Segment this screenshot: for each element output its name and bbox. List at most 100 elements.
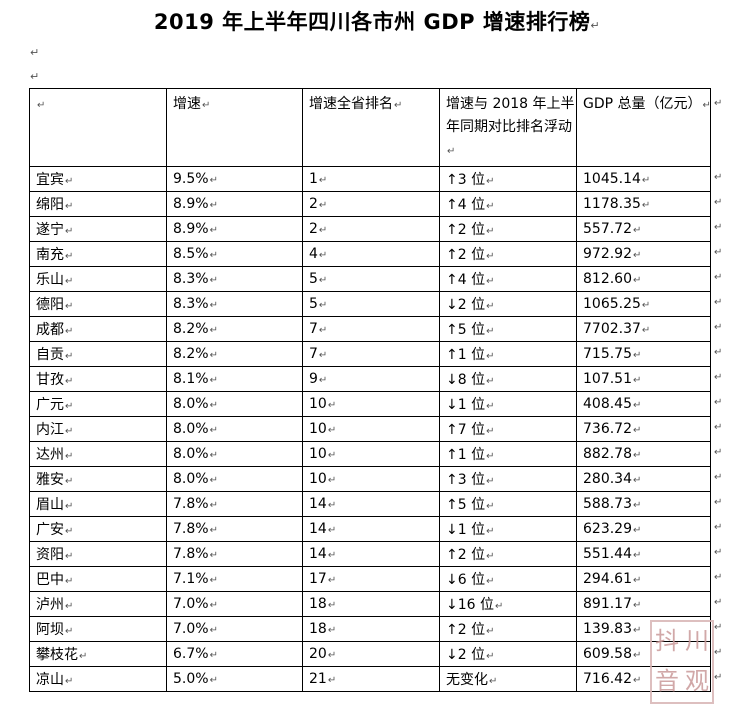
cell-gdp: 1178.35↵	[576, 191, 711, 217]
cell-city: 遂宁↵	[29, 216, 167, 242]
row-end-mark-icon: ↵	[714, 522, 723, 533]
header-city: ↵	[29, 88, 167, 167]
row-end-mark-icon: ↵	[714, 647, 723, 658]
cell-growth: 8.1%↵	[166, 366, 303, 392]
cell-growth: 8.9%↵	[166, 216, 303, 242]
table-row: 雅安↵ 8.0%↵ 10↵ ↑3 位↵ 280.34↵	[29, 466, 711, 492]
cell-gdp: 972.92↵	[576, 241, 711, 267]
cell-change: ↓16 位↵	[439, 591, 577, 617]
cell-growth: 8.9%↵	[166, 191, 303, 217]
cell-city: 广安↵	[29, 516, 167, 542]
paragraph-mark-icon: ↵	[590, 19, 601, 32]
cell-rank: 10↵	[302, 441, 440, 467]
cell-gdp: 716.42↵	[576, 666, 711, 692]
row-end-mark-icon: ↵	[714, 197, 723, 208]
cell-change: ↓6 位↵	[439, 566, 577, 592]
cell-rank: 5↵	[302, 266, 440, 292]
row-end-mark-icon: ↵	[714, 247, 723, 258]
header-gdp: GDP 总量（亿元）↵	[576, 88, 711, 167]
cell-gdp: 139.83↵	[576, 616, 711, 642]
cell-gdp: 812.60↵	[576, 266, 711, 292]
table-row: 达州↵ 8.0%↵ 10↵ ↑1 位↵ 882.78↵	[29, 441, 711, 467]
paragraph-mark-icon: ↵	[30, 70, 40, 83]
header-change: 增速与 2018 年上半年同期对比排名浮动↵	[439, 88, 577, 167]
row-end-mark-icon: ↵	[714, 597, 723, 608]
table-row: 凉山↵ 5.0%↵ 21↵ 无变化↵ 716.42↵	[29, 666, 711, 692]
cell-gdp: 882.78↵	[576, 441, 711, 467]
cell-change: ↑2 位↵	[439, 616, 577, 642]
cell-rank: 14↵	[302, 541, 440, 567]
row-end-mark-icon: ↵	[714, 397, 723, 408]
cell-change: ↑2 位↵	[439, 541, 577, 567]
table-row: 乐山↵ 8.3%↵ 5↵ ↑4 位↵ 812.60↵	[29, 266, 711, 292]
row-end-mark-icon: ↵	[714, 497, 723, 508]
cell-growth: 7.0%↵	[166, 591, 303, 617]
cell-change: ↑5 位↵	[439, 316, 577, 342]
cell-rank: 14↵	[302, 516, 440, 542]
cell-rank: 2↵	[302, 216, 440, 242]
cell-rank: 14↵	[302, 491, 440, 517]
cell-rank: 1↵	[302, 166, 440, 192]
cell-city: 内江↵	[29, 416, 167, 442]
row-end-mark-icon: ↵	[714, 472, 723, 483]
cell-rank: 10↵	[302, 466, 440, 492]
cell-growth: 8.2%↵	[166, 316, 303, 342]
table-row: 德阳↵ 8.3%↵ 5↵ ↓2 位↵ 1065.25↵	[29, 291, 711, 317]
table-row: 宜宾↵ 9.5%↵ 1↵ ↑3 位↵ 1045.14↵	[29, 166, 711, 192]
cell-gdp: 408.45↵	[576, 391, 711, 417]
cell-change: ↓1 位↵	[439, 516, 577, 542]
cell-gdp: 736.72↵	[576, 416, 711, 442]
table-row: 内江↵ 8.0%↵ 10↵ ↑7 位↵ 736.72↵	[29, 416, 711, 442]
cell-city: 泸州↵	[29, 591, 167, 617]
cell-rank: 20↵	[302, 641, 440, 667]
table-header-row: ↵ 增速↵ 增速全省排名↵ 增速与 2018 年上半年同期对比排名浮动↵ GDP…	[29, 88, 711, 167]
cell-change: ↑4 位↵	[439, 191, 577, 217]
cell-city: 绵阳↵	[29, 191, 167, 217]
table-row: 广元↵ 8.0%↵ 10↵ ↓1 位↵ 408.45↵	[29, 391, 711, 417]
cell-city: 乐山↵	[29, 266, 167, 292]
cell-gdp: 1045.14↵	[576, 166, 711, 192]
cell-city: 南充↵	[29, 241, 167, 267]
cell-change: ↑2 位↵	[439, 241, 577, 267]
row-end-mark-icon: ↵	[714, 322, 723, 333]
table-row: 遂宁↵ 8.9%↵ 2↵ ↑2 位↵ 557.72↵	[29, 216, 711, 242]
cell-growth: 8.3%↵	[166, 291, 303, 317]
gdp-table: ↵ 增速↵ 增速全省排名↵ 增速与 2018 年上半年同期对比排名浮动↵ GDP…	[29, 88, 711, 692]
cell-city: 广元↵	[29, 391, 167, 417]
cell-rank: 10↵	[302, 391, 440, 417]
cell-rank: 7↵	[302, 341, 440, 367]
cell-city: 甘孜↵	[29, 366, 167, 392]
table-row: 甘孜↵ 8.1%↵ 9↵ ↓8 位↵ 107.51↵	[29, 366, 711, 392]
cell-city: 德阳↵	[29, 291, 167, 317]
cell-growth: 7.8%↵	[166, 491, 303, 517]
row-end-mark-icon: ↵	[714, 672, 723, 683]
row-end-mark-icon: ↵	[714, 272, 723, 283]
cell-growth: 8.0%↵	[166, 391, 303, 417]
cell-rank: 17↵	[302, 566, 440, 592]
cell-change: ↓2 位↵	[439, 291, 577, 317]
page-title: 2019 年上半年四川各市州 GDP 增速排行榜↵	[0, 6, 754, 36]
watermark-char: 抖	[655, 627, 679, 655]
cell-gdp: 551.44↵	[576, 541, 711, 567]
cell-rank: 7↵	[302, 316, 440, 342]
table-row: 攀枝花↵ 6.7%↵ 20↵ ↓2 位↵ 609.58↵	[29, 641, 711, 667]
cell-rank: 18↵	[302, 616, 440, 642]
table-row: 自贡↵ 8.2%↵ 7↵ ↑1 位↵ 715.75↵	[29, 341, 711, 367]
table-body: 宜宾↵ 9.5%↵ 1↵ ↑3 位↵ 1045.14↵ 绵阳↵ 8.9%↵ 2↵ ↑4 位↵ 11…	[29, 166, 711, 692]
table-row: 广安↵ 7.8%↵ 14↵ ↓1 位↵ 623.29↵	[29, 516, 711, 542]
row-end-mark-icon: ↵	[714, 222, 723, 233]
cell-rank: 5↵	[302, 291, 440, 317]
row-end-mark-icon: ↵	[714, 622, 723, 633]
cell-change: 无变化↵	[439, 666, 577, 692]
cell-growth: 8.2%↵	[166, 341, 303, 367]
cell-city: 巴中↵	[29, 566, 167, 592]
cell-gdp: 715.75↵	[576, 341, 711, 367]
table-row: 南充↵ 8.5%↵ 4↵ ↑2 位↵ 972.92↵	[29, 241, 711, 267]
cell-rank: 2↵	[302, 191, 440, 217]
row-end-mark-icon: ↵	[714, 547, 723, 558]
cell-gdp: 609.58↵	[576, 641, 711, 667]
cell-change: ↑2 位↵	[439, 216, 577, 242]
row-end-mark-icon: ↵	[714, 172, 723, 183]
cell-gdp: 623.29↵	[576, 516, 711, 542]
cell-gdp: 557.72↵	[576, 216, 711, 242]
